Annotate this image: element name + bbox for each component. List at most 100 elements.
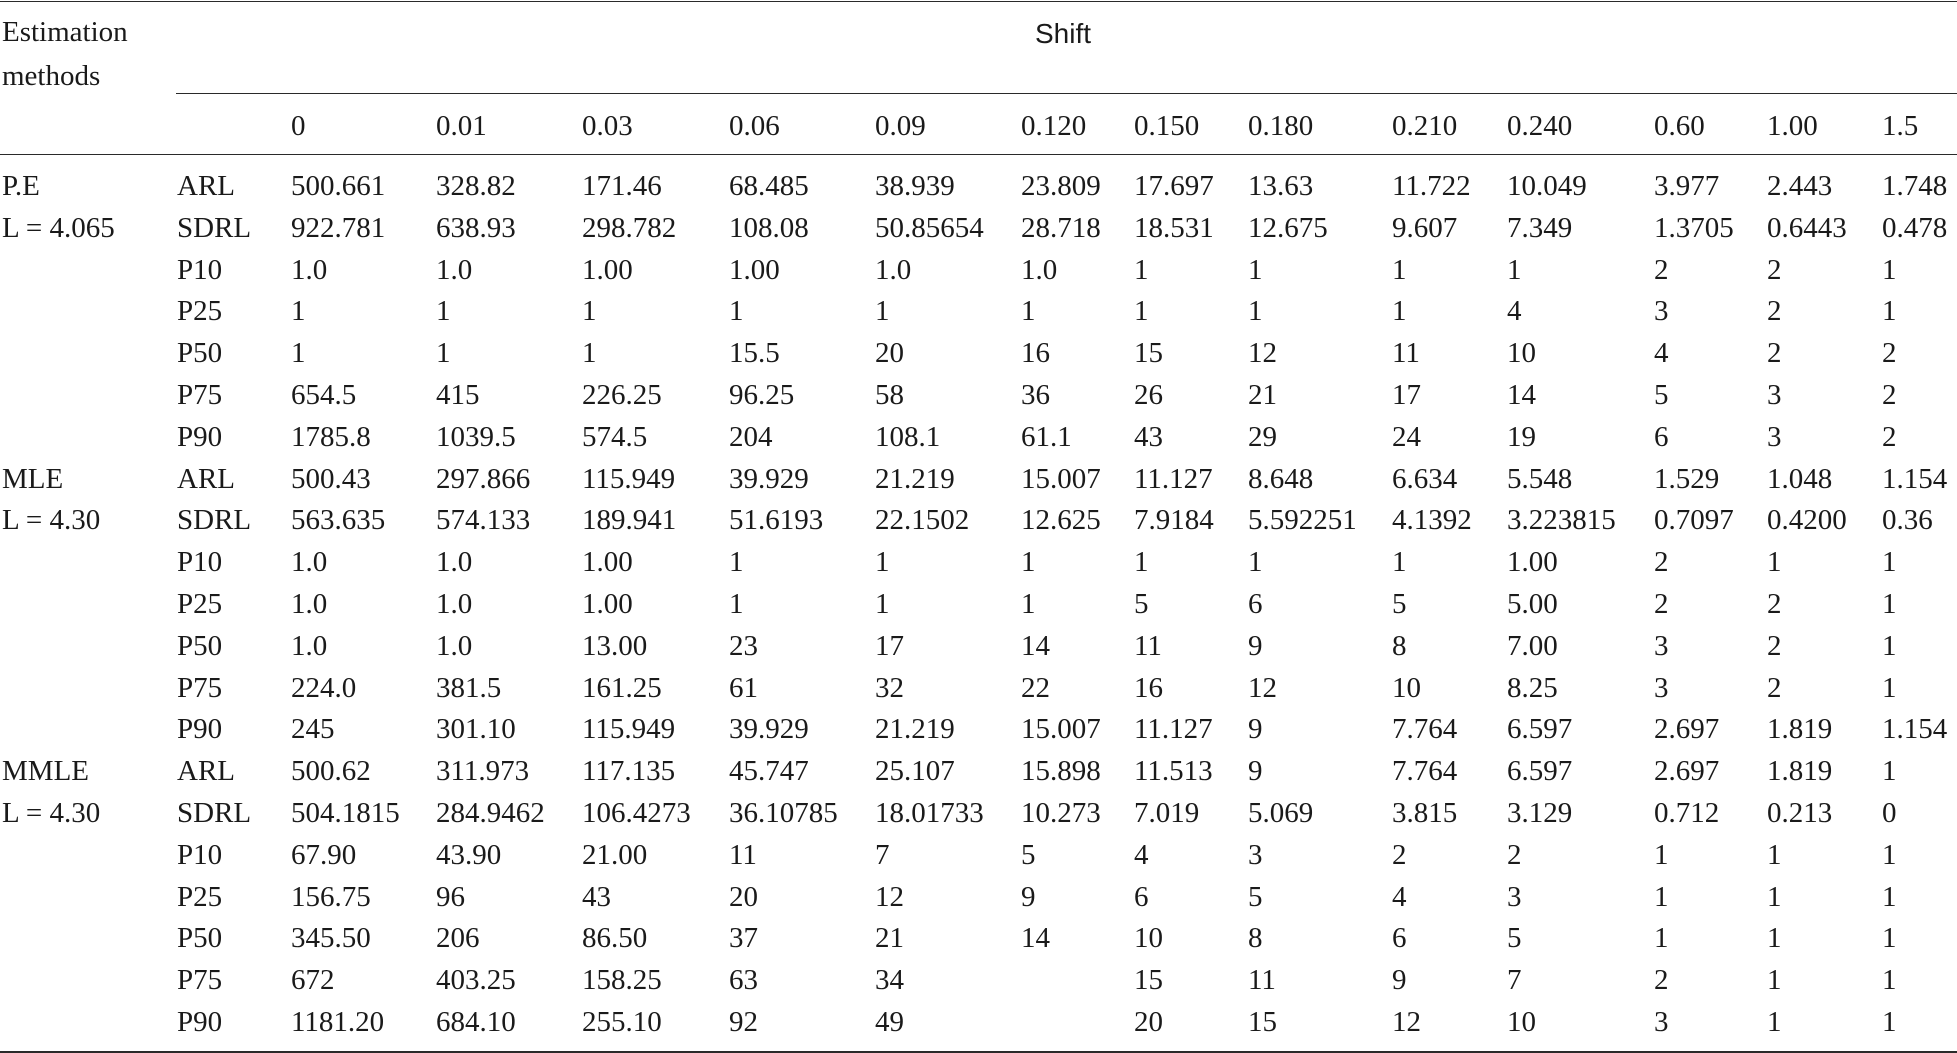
table-cell: 5.548	[1507, 463, 1573, 495]
table-cell: 14	[1507, 379, 1536, 411]
table-cell: 1.00	[582, 546, 633, 578]
table-cell: 15.5	[729, 337, 780, 369]
table-cell: 10	[1507, 337, 1536, 369]
table-cell: 17	[875, 630, 904, 662]
table-cell: 0.4200	[1767, 504, 1847, 536]
table-cell: 1	[1654, 922, 1669, 954]
table-cell: 86.50	[582, 922, 648, 954]
table-cell: 36.10785	[729, 797, 838, 829]
table-cell: 2.443	[1767, 170, 1833, 202]
table-cell: 16	[1021, 337, 1050, 369]
table-cell: 15	[1248, 1006, 1277, 1038]
table-cell: 2	[1767, 254, 1782, 286]
table-cell: 11.513	[1134, 755, 1213, 787]
shift-header-cell: 1.5	[1882, 110, 1919, 142]
shift-header-cell: 0.180	[1248, 110, 1314, 142]
table-cell: 15	[1134, 337, 1163, 369]
table-cell: 2	[1882, 421, 1897, 453]
table-cell: 5	[1654, 379, 1669, 411]
table-cell: 1	[1021, 295, 1036, 327]
table-cell: 3	[1507, 881, 1522, 913]
stat-label: P10	[177, 839, 223, 871]
shift-header-cell: 0.60	[1654, 110, 1705, 142]
table-cell: 504.1815	[291, 797, 400, 829]
table-cell: 1.0	[1021, 254, 1058, 286]
stat-label: P90	[177, 1006, 223, 1038]
table-cell: 7.9184	[1134, 504, 1214, 536]
table-cell: 1	[1882, 295, 1897, 327]
table-cell: 1	[1767, 922, 1782, 954]
table-cell: 43	[1134, 421, 1163, 453]
table-cell: 11	[729, 839, 757, 871]
table-cell: 1	[729, 546, 744, 578]
table-cell: 161.25	[582, 672, 662, 704]
table-cell: 1	[1882, 1006, 1897, 1038]
table-cell: 311.973	[436, 755, 530, 787]
table-cell: 1	[1134, 546, 1149, 578]
table-cell: 23.809	[1021, 170, 1101, 202]
table-cell: 25.107	[875, 755, 955, 787]
table-cell: 9	[1392, 964, 1407, 996]
table-cell: 1039.5	[436, 421, 516, 453]
table-cell: 415	[436, 379, 480, 411]
table-cell: 3	[1654, 295, 1669, 327]
table-cell: 38.939	[875, 170, 955, 202]
shift-header-cell: 0.09	[875, 110, 926, 142]
table-cell: 51.6193	[729, 504, 824, 536]
table-cell: 403.25	[436, 964, 516, 996]
table-cell: 1.048	[1767, 463, 1833, 495]
table-cell: 0.712	[1654, 797, 1720, 829]
table-cell: 1	[1021, 588, 1036, 620]
table-cell: 2	[1507, 839, 1522, 871]
table-cell: 1.154	[1882, 713, 1948, 745]
table-cell: 1	[291, 337, 306, 369]
table-cell: 0	[1882, 797, 1897, 829]
table-cell: 500.661	[291, 170, 386, 202]
table-cell: 50.85654	[875, 212, 984, 244]
table-cell: 18.531	[1134, 212, 1214, 244]
table-cell: 1	[1882, 672, 1897, 704]
table-cell: 5.069	[1248, 797, 1314, 829]
table-cell: 1.0	[291, 588, 328, 620]
table-cell: 1	[582, 337, 597, 369]
shift-header-cell: 0.150	[1134, 110, 1200, 142]
table-cell: 43	[582, 881, 611, 913]
table-cell: 2	[1654, 964, 1669, 996]
table-cell: 654.5	[291, 379, 357, 411]
shift-header-cell: 0.210	[1392, 110, 1458, 142]
table-cell: 26	[1134, 379, 1163, 411]
table-cell: 39.929	[729, 713, 809, 745]
table-cell: 106.4273	[582, 797, 691, 829]
table-cell: 1	[436, 295, 451, 327]
bottom-rule	[0, 1051, 1957, 1053]
table-cell: 500.43	[291, 463, 371, 495]
table-cell: 1	[1767, 839, 1782, 871]
stat-label: ARL	[177, 463, 235, 495]
table-cell: 1	[875, 546, 890, 578]
corner-header-line-2: methods	[2, 60, 101, 92]
table-cell: 67.90	[291, 839, 357, 871]
table-cell: 9	[1248, 713, 1263, 745]
table-cell: 4	[1134, 839, 1149, 871]
table-cell: 11	[1392, 337, 1420, 369]
table-cell: 11	[1134, 630, 1162, 662]
table-cell: 1	[1767, 546, 1782, 578]
table-cell: 1.529	[1654, 463, 1720, 495]
table-cell: 1	[729, 588, 744, 620]
table-cell: 108.08	[729, 212, 809, 244]
table-cell: 381.5	[436, 672, 502, 704]
table-cell: 12.625	[1021, 504, 1101, 536]
stat-label: ARL	[177, 755, 235, 787]
table-cell: 21.219	[875, 463, 955, 495]
table-cell: 12	[1248, 337, 1277, 369]
table-cell: 12.675	[1248, 212, 1328, 244]
table-cell: 1.0	[875, 254, 912, 286]
table-cell: 96.25	[729, 379, 795, 411]
table-cell: 11.127	[1134, 463, 1213, 495]
table-cell: 2	[1882, 379, 1897, 411]
table-cell: 2	[1654, 546, 1669, 578]
table-cell: 2	[1882, 337, 1897, 369]
table-cell: 1	[1767, 1006, 1782, 1038]
control-limit: L = 4.30	[2, 504, 101, 536]
table-cell: 6.597	[1507, 755, 1573, 787]
